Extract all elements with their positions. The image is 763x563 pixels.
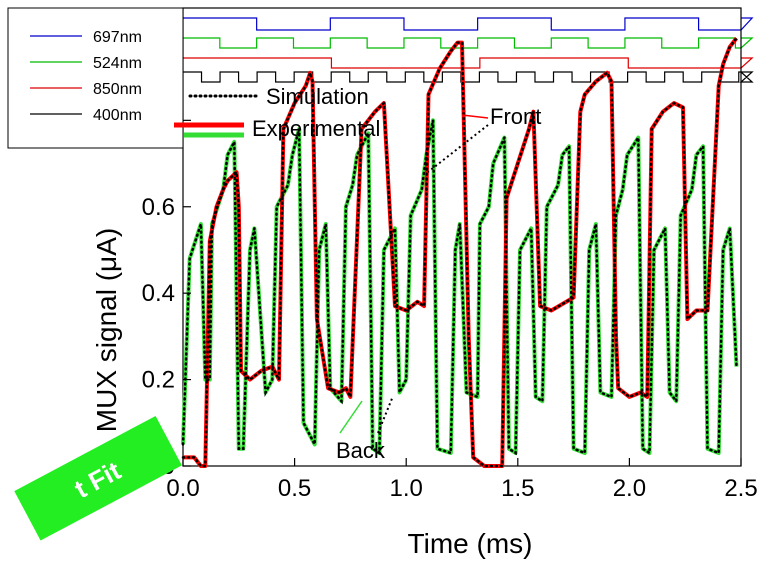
digital-strip — [183, 57, 754, 69]
digital-strip — [183, 17, 754, 31]
legend-label-simulation: Simulation — [266, 84, 369, 109]
x-tick-label: 1.5 — [501, 475, 534, 502]
x-axis-title: Time (ms) — [408, 528, 533, 559]
legend-label-524nm: 524nm — [93, 55, 142, 72]
legend-label-850nm: 850nm — [93, 81, 142, 98]
back-pointer-green — [339, 400, 363, 434]
stamp-badge: t Fit — [14, 415, 182, 541]
back-label: Back — [336, 438, 386, 463]
front-pointer — [427, 124, 489, 173]
digital-strip — [183, 71, 754, 83]
plot-frame — [182, 7, 742, 467]
front-label: Front — [490, 104, 541, 129]
digital-strip — [183, 37, 754, 49]
series-legend: Simulation Experimental — [174, 84, 380, 141]
x-tick-label: 0.0 — [166, 475, 199, 502]
y-tick-label: 0.4 — [142, 280, 175, 307]
x-tick-label: 2.5 — [724, 475, 757, 502]
front-pointer-red — [461, 114, 489, 119]
x-tick-label: 2.0 — [613, 475, 646, 502]
simulation-layer — [181, 36, 738, 468]
simulation-line — [181, 120, 738, 456]
legend-label-697nm: 697nm — [93, 29, 142, 46]
y-axis-title: MUX signal (μA) — [91, 228, 122, 432]
x-tick-label: 0.5 — [278, 475, 311, 502]
wavelength-legend: 697nm 524nm 850nm 400nm — [30, 29, 142, 124]
back-pointer — [377, 395, 394, 434]
simulation-line — [181, 36, 738, 468]
legend-label-experimental: Experimental — [252, 116, 380, 141]
y-tick-label: 0.6 — [142, 194, 175, 221]
x-tick-label: 1.0 — [390, 475, 423, 502]
front-annotation: Front — [427, 104, 541, 173]
back-annotation: Back — [336, 395, 394, 463]
y-tick-label: 0.2 — [142, 367, 175, 394]
legend-label-400nm: 400nm — [93, 107, 142, 124]
series-line-back-experimental — [181, 118, 739, 455]
wavelength-legend-box — [7, 7, 184, 149]
digital-input-strips — [183, 17, 754, 83]
